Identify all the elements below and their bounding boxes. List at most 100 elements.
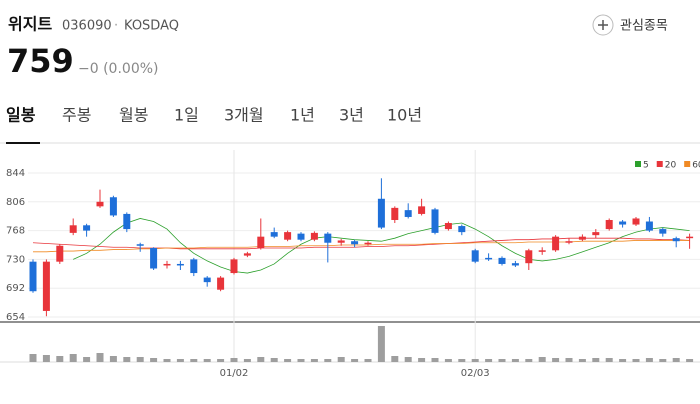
candle-body: [270, 232, 278, 237]
candle-body: [310, 232, 318, 240]
candle-body: [592, 232, 600, 236]
candle-body: [83, 225, 91, 231]
candle-body: [431, 209, 439, 233]
candle-body: [538, 250, 546, 252]
legend-label: 5: [643, 161, 649, 171]
price: 759: [7, 42, 74, 80]
volume-bar: [471, 359, 479, 362]
candle-body: [42, 261, 50, 311]
tab[interactable]: 월봉: [119, 106, 148, 125]
candle-body: [525, 250, 533, 264]
volume-bar: [645, 358, 653, 362]
volume-bar: [632, 359, 640, 362]
candle-body: [471, 250, 479, 262]
y-tick-label: 844: [6, 168, 25, 179]
tab[interactable]: 일봉: [6, 106, 36, 125]
candle-body: [123, 213, 131, 230]
y-tick-label: 654: [6, 312, 25, 323]
tab[interactable]: 3개월: [224, 106, 264, 125]
volume-bar: [284, 359, 292, 362]
legend-swatch: [684, 161, 691, 167]
volume-bar: [109, 356, 117, 362]
candle-body: [565, 241, 573, 243]
volume-bar: [578, 359, 586, 362]
candle-body: [672, 238, 680, 242]
candle-body: [324, 233, 332, 243]
volume-bar: [404, 357, 412, 362]
candle-body: [190, 259, 198, 274]
tab[interactable]: 10년: [387, 106, 422, 125]
candle-body: [605, 219, 613, 230]
candle-body: [404, 210, 412, 217]
tab[interactable]: 1일: [174, 106, 199, 125]
separator: ·: [114, 19, 118, 34]
volume-bar: [217, 359, 225, 362]
candle-body: [203, 277, 211, 283]
plus-icon: [592, 14, 614, 36]
candle-body: [56, 245, 64, 262]
volume-bar: [592, 358, 600, 362]
tab[interactable]: 3년: [339, 106, 364, 125]
volume-bar: [605, 358, 613, 362]
candle-body: [136, 244, 144, 246]
volume-bar: [324, 359, 332, 362]
candle-body: [297, 233, 305, 240]
watch-button[interactable]: 관심종목: [592, 14, 668, 36]
candle-body: [645, 221, 653, 231]
x-tick-label: 02/03: [461, 368, 490, 379]
volume-bar: [391, 356, 399, 362]
candle-body: [176, 263, 184, 266]
candle-body: [686, 236, 694, 239]
ma-line: [73, 218, 690, 274]
ma-line: [33, 240, 690, 253]
volume-bar: [498, 359, 506, 362]
candle-body: [619, 221, 627, 225]
stock-code: 036090: [62, 19, 112, 34]
volume-bar: [485, 359, 493, 362]
candle-body: [632, 218, 640, 225]
volume-bar: [431, 358, 439, 362]
candle-body: [284, 232, 292, 240]
tab[interactable]: 주봉: [62, 106, 91, 125]
candle-body: [230, 259, 238, 274]
volume-bar: [83, 357, 91, 362]
volume-bar: [297, 359, 305, 362]
candle-body: [243, 253, 251, 256]
legend-swatch: [656, 161, 663, 167]
candle-body: [552, 236, 560, 251]
candle-body: [217, 277, 225, 290]
candle-body: [659, 229, 667, 234]
legend-swatch: [635, 161, 641, 167]
volume-bar: [163, 359, 171, 362]
y-tick-label: 806: [6, 197, 25, 208]
price-change: −0 (0.00%): [78, 61, 159, 77]
volume-bar: [418, 358, 426, 362]
volume-bar: [619, 359, 627, 362]
market: KOSDAQ: [124, 19, 179, 34]
candle-body: [511, 263, 519, 266]
watch-label: 관심종목: [620, 19, 668, 34]
volume-bar: [203, 359, 211, 362]
candle-body: [578, 236, 586, 240]
plus: [598, 20, 608, 30]
volume-bar: [96, 353, 104, 362]
volume-bar: [659, 359, 667, 362]
tab[interactable]: 1년: [290, 106, 315, 125]
volume-bar: [243, 359, 251, 362]
candle-body: [257, 236, 265, 249]
volume-bar: [444, 359, 452, 362]
candle-body: [391, 207, 399, 220]
volume-bar: [136, 357, 144, 362]
candle-body: [458, 226, 466, 233]
y-tick-label: 730: [6, 254, 25, 265]
candle-body: [485, 257, 493, 260]
candle-body: [150, 248, 158, 269]
volume-bar: [29, 354, 37, 362]
volume-bar: [337, 357, 345, 362]
volume-bar: [190, 359, 198, 362]
volume-bar: [230, 358, 238, 362]
candle-body: [29, 261, 37, 292]
volume-bar: [270, 358, 278, 362]
